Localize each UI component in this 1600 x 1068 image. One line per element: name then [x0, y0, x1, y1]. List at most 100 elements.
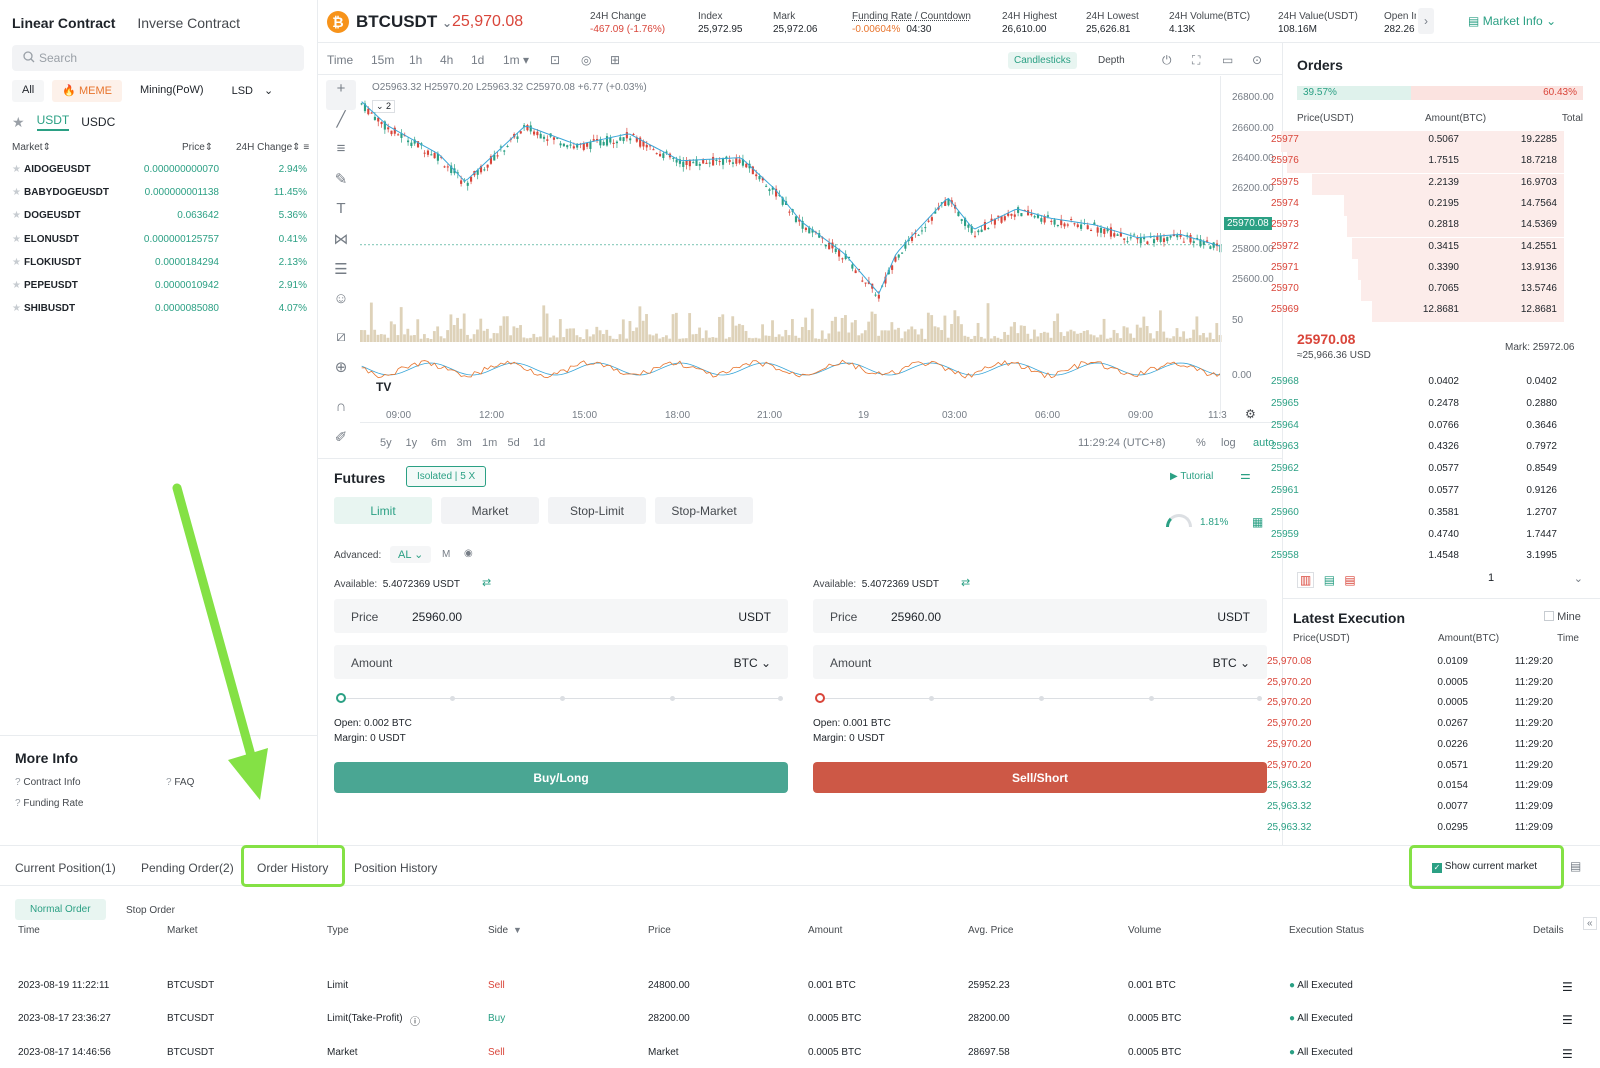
bid-row[interactable]: 25968 0.0402 0.0402: [1271, 373, 1557, 394]
brush-icon[interactable]: ✎: [334, 171, 348, 188]
range-1m[interactable]: 1m: [482, 437, 498, 449]
faq-link[interactable]: ? FAQ: [166, 777, 194, 788]
bid-row[interactable]: 25965 0.2478 0.2880: [1271, 395, 1557, 416]
range-5d[interactable]: 5d: [507, 437, 520, 449]
buy-transfer-icon[interactable]: ⇄: [482, 577, 492, 589]
interval-1h[interactable]: 1h: [409, 53, 423, 67]
chart-type-icon[interactable]: ⊡: [550, 53, 561, 67]
ask-row[interactable]: 25973 0.2818 14.5369: [1271, 216, 1564, 238]
ask-row[interactable]: 25970 0.7065 13.5746: [1271, 280, 1564, 302]
bid-row[interactable]: 25962 0.0577 0.8549: [1271, 460, 1557, 481]
range-5y[interactable]: 5y: [380, 437, 392, 449]
ask-row[interactable]: 25971 0.3390 13.9136: [1271, 258, 1564, 280]
col-side[interactable]: Side: [488, 925, 509, 936]
market-row[interactable]: ★ SHIBUSDT 0.0000085080 4.07%: [12, 303, 307, 326]
sort-down-icon[interactable]: ▼: [513, 925, 522, 935]
auto-scale[interactable]: auto: [1253, 437, 1275, 449]
ask-row[interactable]: 25977 0.5067 19.2285: [1271, 131, 1564, 152]
mine-checkbox[interactable]: Mine: [1544, 611, 1581, 623]
contract-info-link[interactable]: ? Contract Info: [15, 777, 81, 788]
tab-limit[interactable]: Limit: [334, 497, 432, 524]
interval-15m[interactable]: 15m: [371, 53, 395, 67]
percent-scale[interactable]: %: [1196, 437, 1206, 449]
filter-mining[interactable]: Mining(PoW): [140, 84, 204, 96]
sell-transfer-icon[interactable]: ⇄: [961, 577, 971, 589]
interval-1d[interactable]: 1d: [471, 53, 485, 67]
text-icon[interactable]: T: [336, 200, 346, 217]
header-scroll-right[interactable]: ›: [1418, 8, 1434, 34]
star-icon[interactable]: ★: [12, 303, 21, 315]
margin-mode-button[interactable]: Isolated | 5 X: [406, 466, 487, 487]
horizontal-lines-icon[interactable]: ≡: [336, 140, 346, 157]
ask-row[interactable]: 25975 2.2139 16.9703: [1271, 173, 1564, 195]
market-row[interactable]: ★ FLOKIUSDT 0.0000184294 2.13%: [12, 257, 307, 280]
emoji-icon[interactable]: ☺: [333, 290, 349, 307]
tab-linear-contract[interactable]: Linear Contract: [12, 15, 116, 31]
collapse-icon[interactable]: «: [1583, 917, 1597, 930]
tab-current-position[interactable]: Current Position(1): [15, 861, 116, 875]
buy-price-field[interactable]: Price 25960.00 USDT: [334, 599, 788, 633]
star-icon[interactable]: ★: [12, 280, 21, 291]
star-icon[interactable]: ★: [12, 187, 21, 199]
ask-row[interactable]: 25969 12.8681 12.8681: [1271, 301, 1564, 323]
trendline-icon[interactable]: ╱: [336, 111, 346, 128]
range-3m[interactable]: 3m: [456, 437, 472, 449]
sell-amount-slider[interactable]: [815, 693, 1262, 703]
favorites-star-icon[interactable]: ★: [12, 113, 25, 130]
filter-all[interactable]: All: [12, 80, 45, 102]
indicator-icon[interactable]: ⊞: [610, 53, 621, 67]
range-1d[interactable]: 1d: [533, 437, 546, 449]
magnet-icon[interactable]: ∩: [335, 398, 347, 415]
indicator-toggle[interactable]: ⌄ 2: [372, 100, 396, 113]
market-row[interactable]: ★ ELONUSDT 0.000000125757 0.41%: [12, 234, 307, 257]
slider-handle[interactable]: [815, 693, 825, 703]
sell-short-button[interactable]: Sell/Short: [813, 762, 1267, 793]
market-row[interactable]: ★ BABYDOGEUSDT 0.000000001138 11.45%: [12, 187, 307, 210]
zoom-in-icon[interactable]: ⊕: [334, 359, 348, 376]
tab-pending-order[interactable]: Pending Order(2): [141, 861, 234, 875]
slider-handle[interactable]: [336, 693, 346, 703]
interval-4h[interactable]: 4h: [440, 53, 454, 67]
market-row[interactable]: ★ DOGEUSDT 0.063642 5.36%: [12, 210, 307, 233]
tab-stop-market[interactable]: Stop-Market: [655, 497, 753, 524]
advanced-select[interactable]: AL ⌄: [390, 546, 432, 563]
tab-order-history[interactable]: Order History: [257, 861, 329, 875]
star-icon[interactable]: ★: [12, 164, 21, 175]
tab-position-history[interactable]: Position History: [354, 861, 438, 875]
form-settings-icon[interactable]: ⚌: [1240, 468, 1251, 482]
camera-icon[interactable]: ⊙: [1252, 53, 1263, 67]
ask-row[interactable]: 25974 0.2195 14.7564: [1271, 194, 1564, 216]
tab-inverse-contract[interactable]: Inverse Contract: [137, 15, 241, 31]
view-both-icon[interactable]: ▥: [1297, 572, 1315, 588]
tab-stop-limit[interactable]: Stop-Limit: [548, 497, 646, 524]
view-bids-icon[interactable]: ▤: [1323, 573, 1336, 587]
tutorial-link[interactable]: ▶ Tutorial: [1170, 471, 1213, 482]
ask-row[interactable]: 25976 1.7515 18.7218: [1271, 152, 1564, 174]
buy-amount-unit[interactable]: BTC ⌄: [733, 656, 771, 670]
filter-meme[interactable]: 🔥 MEME: [52, 80, 122, 102]
filter-lsd[interactable]: LSD ⌄: [222, 80, 284, 102]
buy-amount-field[interactable]: Amount BTC ⌄: [334, 645, 788, 679]
col-change[interactable]: 24H Change⇕ ≡: [236, 142, 310, 153]
tab-usdc[interactable]: USDC: [81, 115, 116, 129]
layout-icon[interactable]: ▭: [1222, 53, 1234, 67]
fib-icon[interactable]: ☰: [334, 261, 348, 278]
calculator-icon[interactable]: ▦: [1252, 515, 1264, 529]
funding-rate-link[interactable]: ? Funding Rate: [15, 798, 83, 809]
export-icon[interactable]: ▤: [1570, 859, 1582, 873]
sell-amount-unit[interactable]: BTC ⌄: [1212, 656, 1250, 670]
sell-amount-field[interactable]: Amount BTC ⌄: [813, 645, 1267, 679]
bid-row[interactable]: 25959 0.4740 1.7447: [1271, 526, 1557, 547]
view-asks-icon[interactable]: ▤: [1344, 573, 1356, 587]
crosshair-icon[interactable]: +: [326, 80, 356, 110]
lock-pencil-icon[interactable]: ✐: [334, 429, 348, 446]
subtab-stop-order[interactable]: Stop Order: [126, 905, 175, 916]
range-1y[interactable]: 1y: [405, 437, 418, 449]
star-icon[interactable]: ★: [12, 256, 21, 268]
bid-row[interactable]: 25960 0.3581 1.2707: [1271, 504, 1557, 525]
market-row[interactable]: ★ AIDOGEUSDT 0.000000000070 2.94%: [12, 164, 307, 187]
buy-amount-slider[interactable]: [336, 693, 783, 703]
bid-row[interactable]: 25958 1.4548 3.1995: [1271, 547, 1557, 568]
market-info-button[interactable]: ▤ Market Info ⌄: [1468, 14, 1556, 28]
buy-long-button[interactable]: Buy/Long: [334, 762, 788, 793]
